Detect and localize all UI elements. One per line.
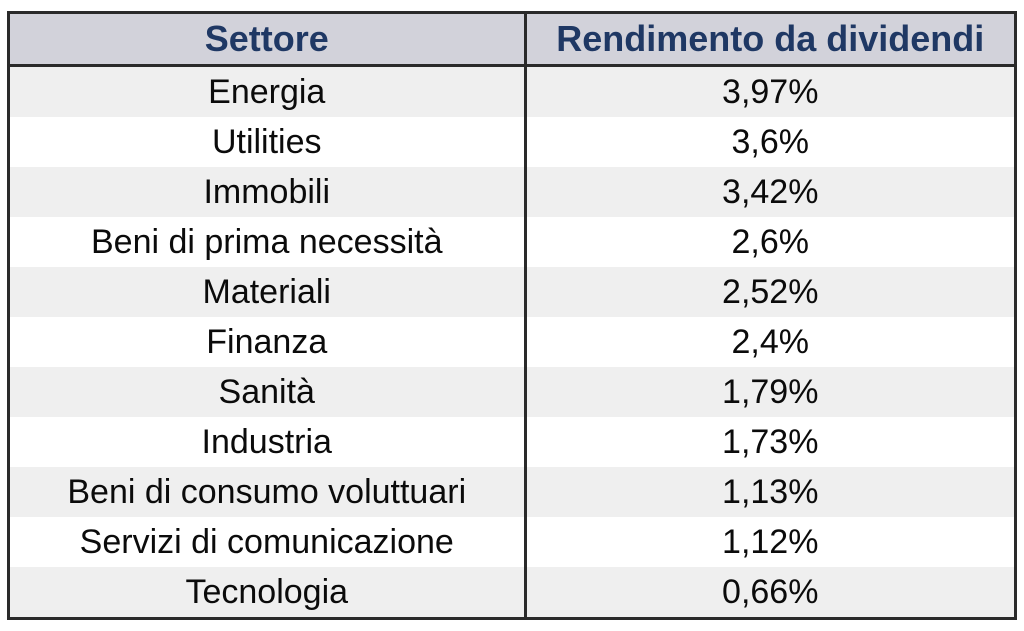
yield-cell: 2,4% [525, 317, 1016, 367]
sector-cell: Energia [8, 65, 527, 117]
table-row: Finanza 2,4% [8, 317, 1016, 367]
sector-cell: Beni di consumo voluttuari [8, 467, 527, 517]
table-row: Beni di consumo voluttuari 1,13% [8, 467, 1016, 517]
yield-cell: 3,6% [525, 117, 1016, 167]
sector-cell: Immobili [8, 167, 527, 217]
table-row: Energia 3,97% [8, 65, 1016, 117]
dividend-yield-table-container: Settore Rendimento da dividendi Energia … [7, 11, 1017, 620]
table-body: Energia 3,97% Utilities 3,6% Immobili 3,… [8, 65, 1016, 619]
table-header: Settore Rendimento da dividendi [8, 12, 1016, 67]
sector-cell: Utilities [8, 117, 527, 167]
yield-cell: 2,6% [525, 217, 1016, 267]
yield-cell: 2,52% [525, 267, 1016, 317]
column-header-yield: Rendimento da dividendi [525, 12, 1016, 67]
sector-cell: Servizi di comunicazione [8, 517, 527, 567]
yield-cell: 1,13% [525, 467, 1016, 517]
table-row: Utilities 3,6% [8, 117, 1016, 167]
yield-cell: 3,97% [525, 65, 1016, 117]
table-row: Sanità 1,79% [8, 367, 1016, 417]
sector-cell: Beni di prima necessità [8, 217, 527, 267]
header-row: Settore Rendimento da dividendi [8, 12, 1016, 67]
yield-cell: 1,12% [525, 517, 1016, 567]
table-row: Materiali 2,52% [8, 267, 1016, 317]
sector-cell: Industria [8, 417, 527, 467]
column-header-sector: Settore [8, 12, 527, 67]
yield-cell: 3,42% [525, 167, 1016, 217]
sector-cell: Sanità [8, 367, 527, 417]
yield-cell: 1,73% [525, 417, 1016, 467]
dividend-yield-table: Settore Rendimento da dividendi Energia … [7, 11, 1017, 620]
table-row: Industria 1,73% [8, 417, 1016, 467]
sector-cell: Materiali [8, 267, 527, 317]
yield-cell: 1,79% [525, 367, 1016, 417]
yield-cell: 0,66% [525, 567, 1016, 619]
sector-cell: Finanza [8, 317, 527, 367]
table-row: Immobili 3,42% [8, 167, 1016, 217]
table-row: Tecnologia 0,66% [8, 567, 1016, 619]
table-row: Servizi di comunicazione 1,12% [8, 517, 1016, 567]
table-row: Beni di prima necessità 2,6% [8, 217, 1016, 267]
sector-cell: Tecnologia [8, 567, 527, 619]
